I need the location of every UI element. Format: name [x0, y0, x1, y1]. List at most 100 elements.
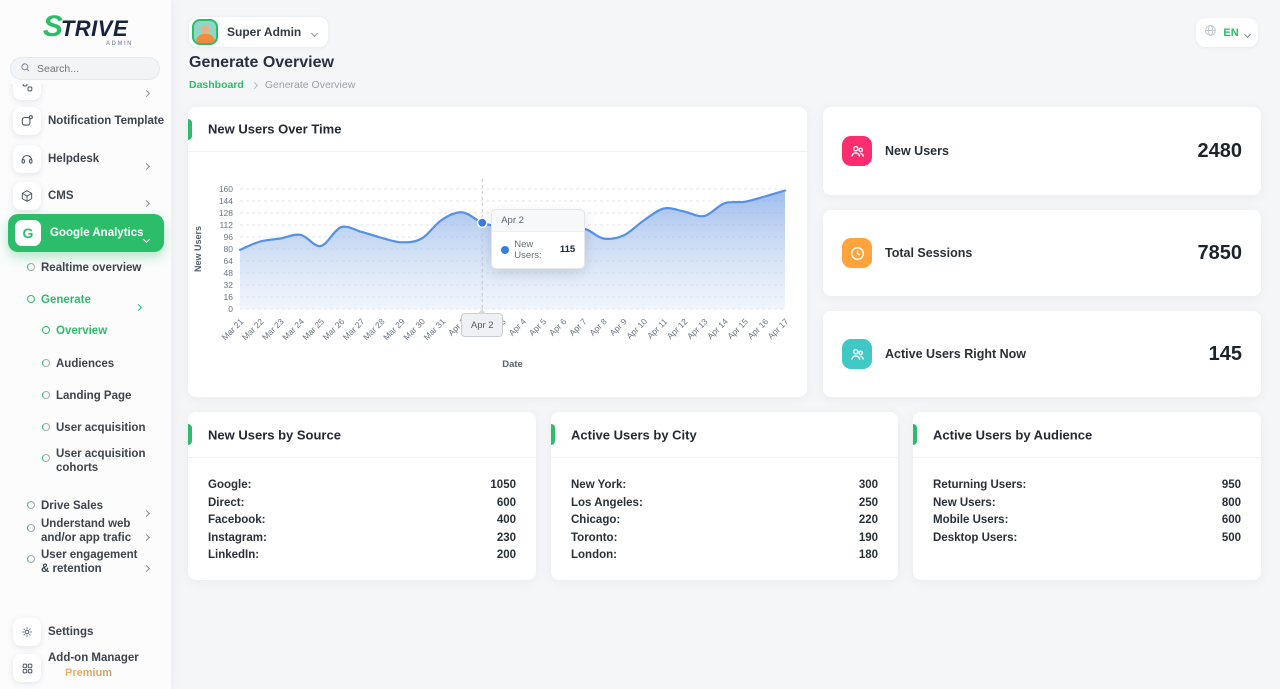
- notification-template-icon: [13, 107, 41, 135]
- chart-tooltip: Apr 2 New Users: 115: [491, 208, 586, 269]
- bullet-icon: [27, 524, 35, 532]
- sidebar-item-overview[interactable]: Overview: [0, 319, 171, 343]
- app-grid-icon: [13, 654, 41, 682]
- stat-card-total-sessions: Total Sessions 7850: [823, 210, 1261, 296]
- sidebar-item-label: Understand web and/or app trafic: [41, 518, 132, 544]
- clock-icon: [842, 238, 872, 268]
- list-item: London: 180: [571, 549, 878, 561]
- package-icon: [13, 182, 41, 210]
- menu-icon: [13, 84, 41, 100]
- sidebar-item-addon-manager[interactable]: Add-on Manager Premium: [0, 651, 171, 685]
- sidebar-item-label: Settings: [48, 626, 94, 638]
- bullet-icon: [27, 295, 35, 303]
- list-item: Los Angeles: 250: [571, 496, 878, 509]
- svg-text:Apr 10: Apr 10: [624, 316, 649, 341]
- list-item: Google: 1050: [208, 479, 516, 491]
- user-name: Super Admin: [227, 25, 302, 39]
- stat-label: Total Sessions: [885, 246, 973, 260]
- svg-text:Date: Date: [502, 359, 523, 370]
- stat-card-new-users: New Users 2480: [823, 107, 1261, 195]
- chevron-right-icon: [142, 527, 151, 545]
- list-item: New York: 300: [571, 479, 878, 491]
- stat-value: 145: [1208, 342, 1242, 365]
- chevron-right-icon: [142, 558, 151, 576]
- list-item: Facebook: 400: [208, 514, 516, 526]
- sidebar-item-realtime-overview[interactable]: Realtime overview: [0, 256, 171, 280]
- sidebar: STRIVE ADMIN Notification Template: [0, 0, 172, 689]
- svg-text:16: 16: [224, 292, 234, 302]
- series-dot-icon: [501, 245, 510, 254]
- sidebar-item-landing-page[interactable]: Landing Page: [0, 384, 171, 408]
- svg-text:New Users: New Users: [193, 226, 203, 272]
- stat-value: 7850: [1197, 241, 1243, 264]
- bullet-icon: [42, 391, 50, 399]
- card-header: Active Users by City: [551, 412, 898, 458]
- chevron-right-icon: [142, 84, 151, 101]
- users-icon: [842, 339, 872, 369]
- bullet-icon: [42, 359, 50, 367]
- svg-text:64: 64: [224, 256, 234, 266]
- sidebar-item-label: User acquisition cohorts: [56, 448, 146, 474]
- globe-icon: [1204, 24, 1217, 42]
- list-item: Chicago: 220: [571, 514, 878, 526]
- bullet-icon: [42, 454, 50, 462]
- user-menu[interactable]: Super Admin: [188, 16, 330, 48]
- svg-text:Apr 11: Apr 11: [645, 316, 670, 341]
- card-header: Active Users by Audience: [913, 412, 1261, 458]
- bullet-icon: [27, 263, 35, 271]
- svg-text:Apr 12: Apr 12: [665, 316, 690, 341]
- sidebar-item-user-engagement[interactable]: User engagement & retention: [0, 548, 171, 582]
- sidebar-item-notification-template[interactable]: Notification Template: [0, 107, 171, 135]
- logo-s: S: [42, 10, 63, 43]
- area-chart[interactable]: 0 16 32 48 64 80 96 112 128 144 160 Mar 21 Mar 22 Mar…: [188, 153, 807, 397]
- tooltip-value: 115: [559, 244, 576, 256]
- sidebar-item-understand-web[interactable]: Understand web and/or app trafic: [0, 517, 171, 551]
- sidebar-item-google-analytics[interactable]: G Google Analytics: [8, 214, 164, 252]
- svg-text:Apr 13: Apr 13: [685, 316, 710, 341]
- app-logo: STRIVE ADMIN: [0, 10, 171, 48]
- search-input[interactable]: [37, 62, 150, 75]
- language-selector[interactable]: EN: [1196, 18, 1258, 47]
- card-header: New Users Over Time: [188, 107, 807, 152]
- card-title: Active Users by City: [571, 427, 697, 442]
- sidebar-item-drive-sales[interactable]: Drive Sales: [0, 494, 171, 518]
- sidebar-item-audiences[interactable]: Audiences: [0, 352, 171, 376]
- chevron-down-icon: [311, 23, 319, 41]
- list-item: Mobile Users: 600: [933, 514, 1241, 526]
- sidebar-item-label: CMS: [48, 190, 74, 202]
- sidebar-item-label: Overview: [56, 325, 108, 337]
- list-item: Instagram: 230: [208, 531, 516, 544]
- headphones-icon: [13, 145, 41, 173]
- stat-card-active-users: Active Users Right Now 145: [823, 311, 1261, 397]
- active-users-by-city-card: Active Users by City New York: 300 Los An…: [551, 412, 898, 580]
- sidebar-item-cms[interactable]: CMS: [0, 182, 171, 210]
- bullet-icon: [42, 423, 50, 431]
- svg-text:Apr 6: Apr 6: [547, 316, 569, 338]
- sidebar-item-user-acquisition-cohorts[interactable]: User acquisition cohorts: [0, 447, 171, 479]
- list-item: Direct: 600: [208, 496, 516, 509]
- new-users-over-time-card: New Users Over Time 0 16 32 48 64 80 96 112 128 1…: [188, 107, 807, 397]
- accent-bar: [188, 119, 192, 140]
- sidebar-item-settings[interactable]: Settings: [0, 618, 171, 646]
- page-title: Generate Overview: [189, 54, 334, 71]
- svg-text:32: 32: [224, 280, 234, 290]
- sidebar-search[interactable]: [10, 57, 160, 80]
- sidebar-item-partial[interactable]: [0, 84, 171, 100]
- accent-bar: [188, 424, 192, 445]
- breadcrumb-home-link[interactable]: Dashboard: [189, 79, 244, 91]
- sidebar-item-label: Drive Sales: [41, 500, 104, 512]
- svg-text:160: 160: [219, 184, 233, 194]
- active-users-by-audience-card: Active Users by Audience Returning Users…: [913, 412, 1261, 580]
- sidebar-item-label: Generate: [41, 294, 91, 306]
- google-analytics-icon: G: [15, 220, 41, 246]
- sidebar-item-user-acquisition[interactable]: User acquisition: [0, 416, 171, 440]
- chevron-right-icon: [142, 156, 151, 174]
- sidebar-item-generate[interactable]: Generate: [0, 288, 171, 312]
- chevron-right-icon: [142, 193, 151, 211]
- sidebar-item-helpdesk[interactable]: Helpdesk: [0, 145, 171, 173]
- chevron-down-icon: [142, 229, 151, 247]
- users-icon: [842, 136, 872, 166]
- sidebar-item-label: Audiences: [56, 358, 115, 370]
